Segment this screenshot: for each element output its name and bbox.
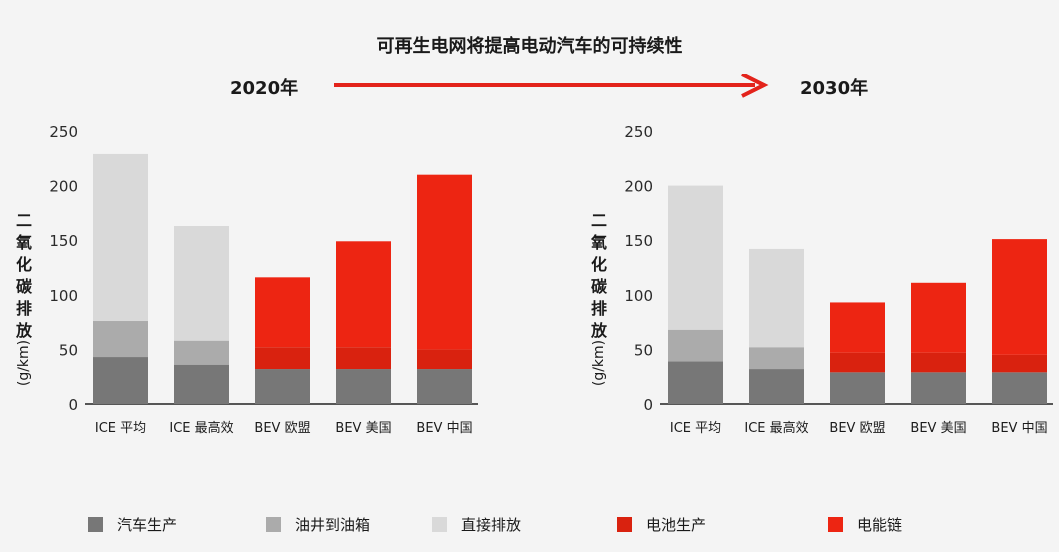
legend-item: 电能链 — [828, 514, 902, 535]
bar-segment — [255, 347, 310, 370]
y-axis-unit: (g/km) — [591, 340, 607, 386]
y-axis-label-char: 排 — [591, 299, 607, 318]
bar-segment — [992, 372, 1047, 404]
chart-title: 可再生电网将提高电动汽车的可持续性 — [376, 36, 683, 57]
x-category-label: ICE 平均 — [95, 421, 146, 436]
bar-segment — [749, 347, 804, 370]
bar-segment — [174, 226, 229, 341]
x-category-label: ICE 最高效 — [744, 420, 808, 436]
bar-segment — [992, 239, 1047, 355]
x-category-label: ICE 平均 — [670, 421, 721, 436]
x-category-label: BEV 中国 — [991, 421, 1047, 436]
bar-segment — [174, 364, 229, 404]
bar-segment — [255, 277, 310, 348]
y-axis-label-char: 二 — [16, 211, 32, 230]
y-axis-label-char: 氧 — [15, 233, 32, 252]
x-category-label: BEV 欧盟 — [254, 421, 310, 436]
x-category-label: BEV 中国 — [416, 421, 472, 436]
y-axis-label-char: 排 — [16, 299, 32, 318]
bar-segment — [174, 340, 229, 365]
legend-item: 电池生产 — [617, 514, 706, 535]
legend: 汽车生产 油井到油箱 直接排放 电池生产 电能链 — [0, 514, 1059, 538]
legend-item: 直接排放 — [432, 514, 521, 535]
bar-segment — [911, 352, 966, 373]
y-tick-label: 100 — [624, 287, 653, 305]
bar-segment — [336, 241, 391, 348]
bar-segment — [992, 354, 1047, 373]
bar-segment — [668, 185, 723, 330]
year-label-2020: 2020年 — [230, 78, 299, 99]
bar-segment — [911, 372, 966, 404]
y-tick-label: 100 — [49, 287, 78, 305]
legend-label: 电能链 — [857, 516, 903, 534]
y-tick-label: 150 — [624, 232, 653, 250]
y-axis-label-char: 二 — [591, 211, 607, 230]
bar-segment — [417, 349, 472, 370]
y-axis-label-char: 放 — [15, 321, 33, 340]
bar-segment — [668, 329, 723, 362]
x-category-label: BEV 欧盟 — [829, 421, 885, 436]
bar-segment — [830, 372, 885, 404]
legend-swatch — [266, 517, 281, 532]
legend-swatch — [828, 517, 843, 532]
bar-segment — [255, 369, 310, 404]
legend-item: 油井到油箱 — [266, 514, 370, 535]
y-axis-unit: (g/km) — [16, 340, 32, 386]
legend-label: 汽车生产 — [117, 516, 178, 534]
bar-segment — [911, 282, 966, 353]
bar-segment — [830, 302, 885, 353]
y-axis-label-char: 氧 — [590, 233, 607, 252]
arrow-head — [741, 74, 769, 98]
y-tick-label: 0 — [68, 396, 78, 414]
year-label-2030: 2030年 — [800, 78, 869, 99]
x-category-label: ICE 最高效 — [169, 420, 233, 436]
y-tick-label: 200 — [624, 178, 653, 196]
bar-segment — [93, 357, 148, 404]
bar-segment — [336, 369, 391, 404]
timeline-arrow-icon — [334, 74, 769, 98]
bar-segment — [417, 369, 472, 404]
bar-segment — [93, 153, 148, 322]
y-tick-label: 150 — [49, 232, 78, 250]
legend-swatch — [617, 517, 632, 532]
bar-segment — [417, 174, 472, 350]
legend-swatch — [88, 517, 103, 532]
bar-segment — [336, 347, 391, 370]
y-tick-label: 250 — [49, 123, 78, 141]
x-category-label: BEV 美国 — [335, 421, 391, 436]
y-axis-label-char: 碳 — [16, 277, 33, 296]
legend-label: 油井到油箱 — [295, 516, 371, 534]
y-axis-label-char: 化 — [16, 255, 32, 274]
y-tick-label: 50 — [634, 341, 653, 359]
bar-segment — [749, 248, 804, 348]
legend-label: 直接排放 — [461, 516, 522, 534]
legend-item: 汽车生产 — [88, 514, 177, 535]
y-tick-label: 0 — [643, 396, 653, 414]
y-axis-label-char: 放 — [590, 321, 608, 340]
legend-label: 电池生产 — [646, 516, 707, 534]
bar-segment — [93, 321, 148, 358]
legend-swatch — [432, 517, 447, 532]
x-category-label: BEV 美国 — [910, 421, 966, 436]
bar-segment — [830, 352, 885, 373]
y-tick-label: 200 — [49, 178, 78, 196]
y-axis-label-char: 碳 — [591, 277, 608, 296]
y-tick-label: 50 — [59, 341, 78, 359]
y-tick-label: 250 — [624, 123, 653, 141]
y-axis-label-char: 化 — [591, 255, 607, 274]
bar-segment — [749, 369, 804, 404]
bar-segment — [668, 361, 723, 404]
